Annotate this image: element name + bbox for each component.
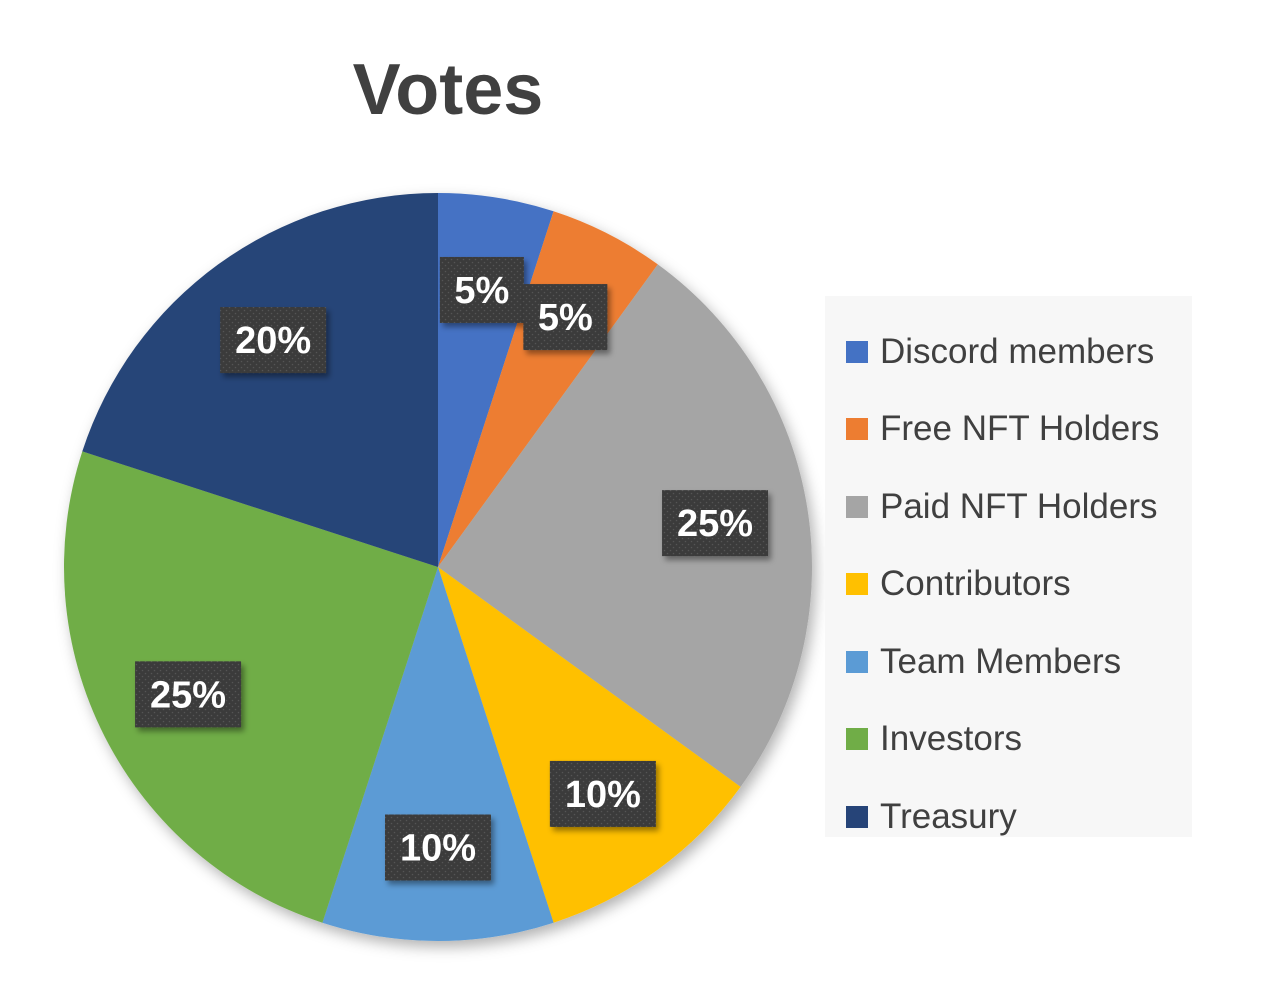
data-label-text: 5% <box>454 270 509 312</box>
pie-slices <box>63 193 812 942</box>
pie-slice-contributors <box>438 567 741 923</box>
legend-item-contributors: Contributors <box>825 546 1192 624</box>
legend-item-investors: Investors <box>825 701 1192 779</box>
data-label-free-nft-holders: 5% <box>523 284 608 351</box>
legend-item-team-members: Team Members <box>825 623 1192 701</box>
legend-swatch <box>846 340 868 363</box>
data-label-text: 25% <box>150 674 226 716</box>
legend-swatch <box>846 573 868 596</box>
pie-slice-team-members <box>322 567 554 942</box>
legend-item-free-nft-holders: Free NFT Holders <box>825 391 1192 469</box>
pie-data-labels: 5% 5% 25% 10% 10% 25% 20% <box>135 256 769 881</box>
legend-label: Team Members <box>880 641 1122 681</box>
legend-label: Contributors <box>880 564 1071 604</box>
data-label-text: 5% <box>538 297 593 339</box>
legend-label: Paid NFT Holders <box>880 486 1158 526</box>
legend-swatch <box>846 650 868 673</box>
legend-swatch <box>846 495 868 518</box>
data-label-treasury: 20% <box>220 307 327 374</box>
legend-item-discord-members: Discord members <box>825 313 1192 391</box>
legend-label: Treasury <box>880 796 1017 836</box>
pie-slice-investors <box>63 451 439 923</box>
legend-label: Discord members <box>880 331 1155 371</box>
legend-item-paid-nft-holders: Paid NFT Holders <box>825 468 1192 546</box>
data-label-contributors: 10% <box>549 760 656 827</box>
legend-label: Investors <box>880 719 1022 759</box>
data-label-box <box>220 307 327 374</box>
pie-slice-paid-nft-holders <box>438 264 812 787</box>
data-label-box <box>662 490 769 557</box>
legend: Discord members Free NFT Holders Paid NFT … <box>825 296 1192 837</box>
pie-slice-treasury <box>82 193 438 567</box>
data-label-box <box>549 760 656 827</box>
data-label-discord-members: 5% <box>439 256 524 323</box>
data-label-box <box>385 814 491 881</box>
data-label-text: 10% <box>400 828 476 870</box>
legend-swatch <box>846 418 868 441</box>
data-label-box <box>135 661 242 728</box>
data-label-paid-nft-holders: 25% <box>662 490 769 557</box>
data-label-text: 25% <box>677 503 753 545</box>
legend-item-treasury: Treasury <box>825 778 1192 856</box>
chart-title: Votes <box>352 50 544 130</box>
data-label-investors: 25% <box>135 661 242 728</box>
data-label-team-members: 10% <box>385 814 491 881</box>
data-label-box <box>523 284 608 351</box>
data-label-box <box>439 256 524 323</box>
legend-swatch <box>846 728 868 751</box>
data-label-text: 20% <box>235 320 311 362</box>
legend-label: Free NFT Holders <box>880 409 1160 449</box>
data-label-text: 10% <box>565 774 641 816</box>
legend-swatch <box>846 805 868 828</box>
